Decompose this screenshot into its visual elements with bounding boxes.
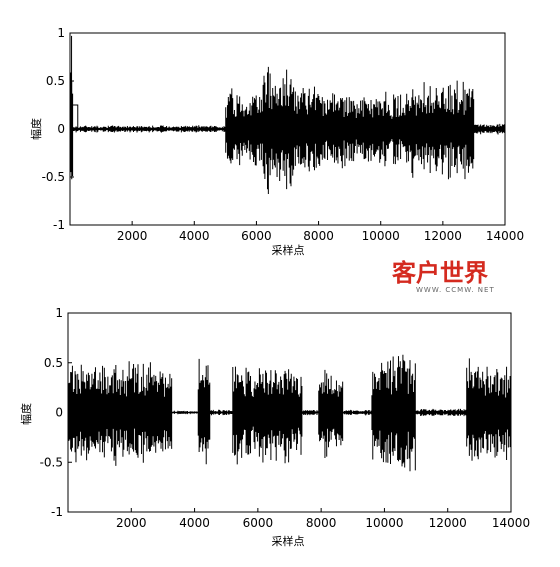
- xlabel-top: 采样点: [272, 243, 305, 257]
- x-tick-label: 12000: [429, 516, 467, 530]
- y-tick-label: 1: [55, 306, 63, 320]
- y-tick-label: 0: [55, 406, 63, 420]
- ticks-top: 2000 4000 6000 8000 10000 12000 14000 1 0.5 0 -0.5…: [42, 26, 525, 243]
- chart-bottom: 2000 4000 6000 8000 10000 12000 14000 1 0.5 0 -0.5…: [19, 306, 530, 548]
- xlabel-bottom: 采样点: [272, 534, 305, 548]
- ylabel-top: 幅度: [29, 118, 43, 140]
- ticks-bottom: 2000 4000 6000 8000 10000 12000 14000 1 0.5 0 -0.5…: [40, 306, 531, 530]
- chart-top: 2000 4000 6000 8000 10000 12000 14000 1 0.5 0 -0.5…: [29, 26, 524, 257]
- x-tick-label: 10000: [362, 229, 400, 243]
- x-tick-label: 6000: [243, 516, 274, 530]
- y-tick-label: -0.5: [42, 170, 65, 184]
- x-tick-label: 14000: [492, 516, 530, 530]
- watermark-logo: 客户世界 WWW. CCMW. NET: [392, 258, 495, 294]
- y-tick-label: -1: [51, 505, 63, 519]
- x-tick-label: 8000: [306, 516, 337, 530]
- y-tick-label: 1: [57, 26, 65, 40]
- watermark-main: 客户世界: [392, 258, 488, 287]
- x-tick-label: 12000: [424, 229, 462, 243]
- x-tick-label: 4000: [179, 516, 210, 530]
- y-tick-label: 0: [57, 122, 65, 136]
- x-tick-label: 6000: [241, 229, 272, 243]
- waveform-top: [69, 35, 506, 194]
- x-tick-label: 2000: [116, 516, 147, 530]
- waveform-bottom: [67, 354, 512, 472]
- watermark-sub: WWW. CCMW. NET: [416, 286, 495, 294]
- x-tick-label: 4000: [179, 229, 210, 243]
- y-tick-label: 0.5: [44, 356, 63, 370]
- y-tick-label: -0.5: [40, 455, 63, 469]
- x-tick-label: 2000: [117, 229, 148, 243]
- ylabel-bottom: 幅度: [19, 403, 33, 425]
- x-tick-label: 10000: [365, 516, 403, 530]
- y-tick-label: 0.5: [46, 74, 65, 88]
- y-tick-label: -1: [53, 218, 65, 232]
- x-tick-label: 8000: [303, 229, 334, 243]
- x-tick-label: 14000: [486, 229, 524, 243]
